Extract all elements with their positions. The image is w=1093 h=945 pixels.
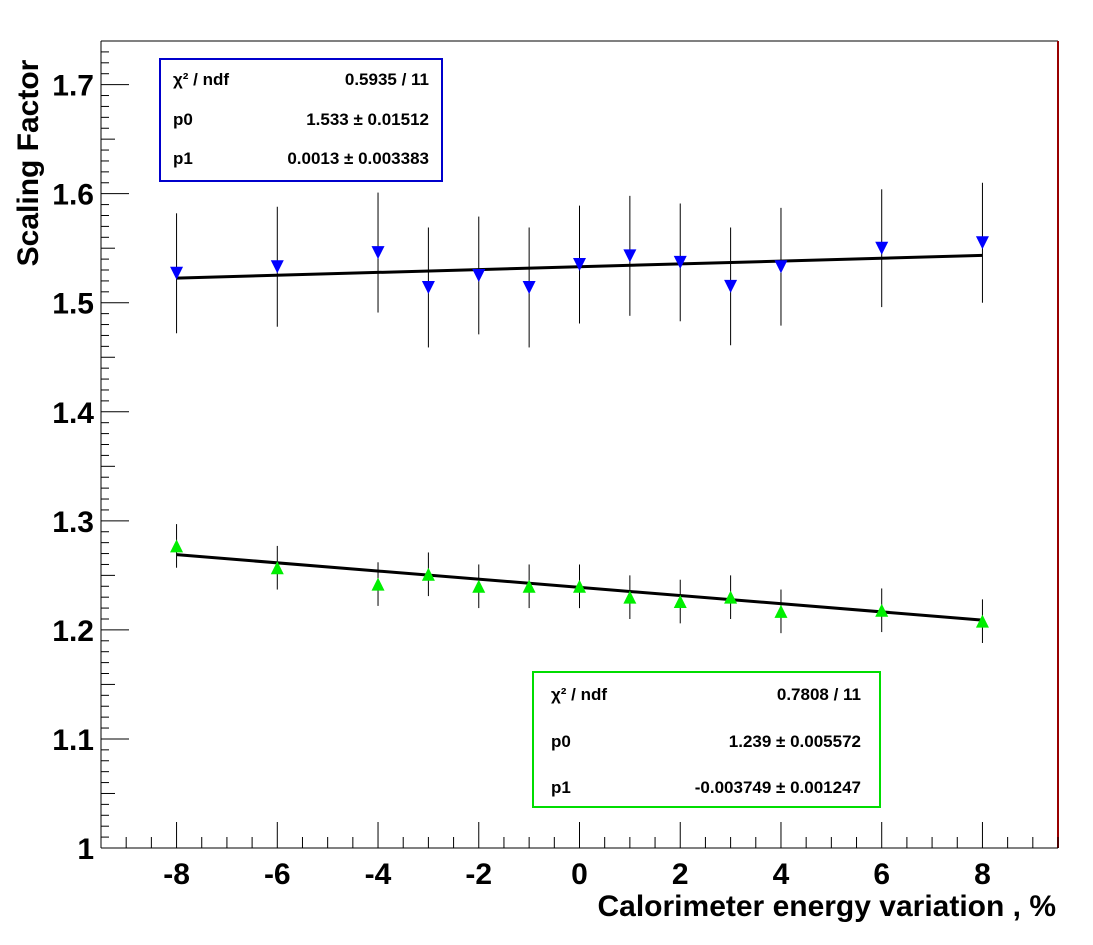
data-point bbox=[673, 255, 687, 269]
stats-blue-p0-label: p0 bbox=[173, 110, 193, 129]
data-point bbox=[875, 603, 889, 617]
data-point bbox=[774, 260, 788, 274]
data-markers bbox=[170, 236, 989, 628]
y-tick-label: 1.1 bbox=[52, 724, 94, 757]
stats-blue-p1-label: p1 bbox=[173, 149, 193, 168]
data-point bbox=[774, 604, 788, 618]
data-point bbox=[472, 579, 486, 593]
y-tick-label: 1.4 bbox=[52, 397, 94, 430]
stats-green-p0-label: p0 bbox=[551, 732, 571, 751]
data-point bbox=[170, 539, 184, 553]
data-point bbox=[421, 280, 435, 294]
stats-green-p0-value: 1.239 ± 0.005572 bbox=[729, 732, 861, 751]
x-tick-label: 0 bbox=[571, 858, 588, 891]
stats-box-green: χ² / ndf 0.7808 / 11 p0 1.239 ± 0.005572… bbox=[532, 671, 881, 808]
stats-box-blue: χ² / ndf 0.5935 / 11 p0 1.533 ± 0.01512 … bbox=[159, 58, 443, 182]
stats-box-green-frame bbox=[532, 671, 881, 808]
data-point bbox=[975, 614, 989, 628]
data-point bbox=[371, 577, 385, 591]
data-point bbox=[522, 579, 536, 593]
data-point bbox=[270, 561, 284, 575]
data-point bbox=[673, 595, 687, 609]
data-point bbox=[724, 279, 738, 293]
y-tick-label: 1 bbox=[77, 833, 94, 866]
data-point bbox=[573, 258, 586, 272]
data-point bbox=[975, 236, 989, 250]
x-tick-label: -8 bbox=[163, 858, 190, 891]
x-tick-label: 4 bbox=[773, 858, 790, 891]
stats-green-p1-label: p1 bbox=[551, 778, 571, 797]
x-tick-label: -6 bbox=[264, 858, 291, 891]
y-tick-label: 1.7 bbox=[52, 70, 94, 103]
x-tick-label: 2 bbox=[672, 858, 689, 891]
y-tick-label: 1.6 bbox=[52, 179, 94, 212]
x-tick-label: 8 bbox=[974, 858, 991, 891]
data-point bbox=[623, 590, 637, 604]
data-point bbox=[522, 280, 536, 294]
data-point bbox=[170, 266, 184, 280]
data-point bbox=[371, 246, 385, 260]
stats-blue-chi2-value: 0.5935 / 11 bbox=[345, 70, 429, 89]
y-axis-title: Scaling Factor bbox=[12, 59, 45, 266]
y-axis-ticks: 1 1.1 1.2 1.3 1.4 1.5 1.6 1.7 bbox=[52, 40, 129, 866]
y-tick-label: 1.3 bbox=[52, 506, 94, 539]
y-tick-label: 1.2 bbox=[52, 615, 94, 648]
x-tick-label: 6 bbox=[873, 858, 890, 891]
data-point bbox=[573, 579, 586, 593]
data-point bbox=[875, 241, 889, 255]
stats-green-chi2-label: χ² / ndf bbox=[551, 685, 607, 704]
data-point bbox=[623, 249, 637, 263]
data-point bbox=[724, 590, 738, 604]
data-point bbox=[421, 567, 435, 581]
data-point bbox=[472, 268, 486, 282]
stats-green-chi2-value: 0.7808 / 11 bbox=[777, 685, 861, 704]
stats-blue-p0-value: 1.533 ± 0.01512 bbox=[306, 110, 429, 129]
x-axis-ticks: -8 -6 -4 -2 0 2 4 6 8 bbox=[100, 822, 1059, 891]
error-bars bbox=[176, 182, 983, 643]
x-tick-label: -2 bbox=[465, 858, 492, 891]
stats-blue-chi2-label: χ² / ndf bbox=[173, 70, 229, 89]
x-tick-label: -4 bbox=[365, 858, 392, 891]
stats-box-blue-frame bbox=[159, 58, 443, 182]
x-axis-title: Calorimeter energy variation , % bbox=[598, 890, 1057, 923]
stats-green-p1-value: -0.003749 ± 0.001247 bbox=[695, 778, 861, 797]
y-tick-label: 1.5 bbox=[52, 288, 94, 321]
stats-blue-p1-value: 0.0013 ± 0.003383 bbox=[287, 149, 429, 168]
data-point bbox=[270, 260, 284, 274]
